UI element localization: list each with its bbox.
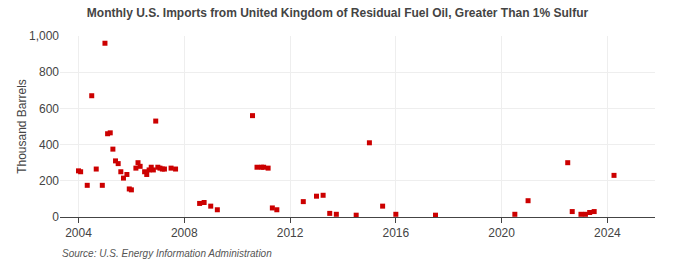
svg-text:2008: 2008 <box>171 226 198 240</box>
svg-text:1,000: 1,000 <box>29 29 59 43</box>
svg-text:2024: 2024 <box>594 226 621 240</box>
svg-text:600: 600 <box>39 102 59 116</box>
svg-text:200: 200 <box>39 174 59 188</box>
svg-text:Thousand Barrels: Thousand Barrels <box>15 79 29 174</box>
svg-text:Monthly U.S. Imports from Unit: Monthly U.S. Imports from United Kingdom… <box>87 6 589 20</box>
svg-text:Source: U.S. Energy Informatio: Source: U.S. Energy Information Administ… <box>62 248 272 259</box>
svg-text:2016: 2016 <box>382 226 409 240</box>
svg-text:2020: 2020 <box>488 226 515 240</box>
svg-text:2012: 2012 <box>277 226 304 240</box>
svg-text:2004: 2004 <box>65 226 92 240</box>
svg-text:0: 0 <box>52 210 59 224</box>
svg-text:400: 400 <box>39 138 59 152</box>
svg-text:800: 800 <box>39 65 59 79</box>
